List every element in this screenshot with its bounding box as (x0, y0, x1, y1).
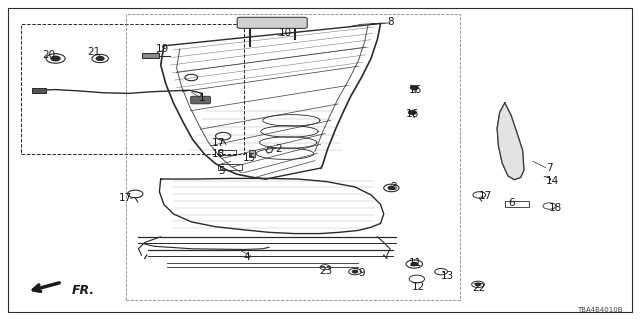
Text: 2: 2 (275, 144, 282, 154)
FancyBboxPatch shape (191, 96, 211, 104)
Text: 12: 12 (412, 282, 426, 292)
Circle shape (51, 56, 60, 61)
Text: 7: 7 (546, 163, 553, 173)
Text: 20: 20 (43, 50, 56, 60)
Text: 23: 23 (320, 266, 333, 276)
Bar (20, 24, 244, 154)
Text: FR.: FR. (72, 284, 95, 297)
Circle shape (410, 86, 418, 90)
Circle shape (97, 57, 104, 60)
Text: 17: 17 (211, 138, 225, 148)
Text: 16: 16 (409, 85, 422, 95)
Circle shape (388, 186, 394, 189)
Text: 4: 4 (243, 252, 250, 262)
Text: 18: 18 (549, 203, 563, 212)
Bar (141, 53, 159, 59)
Text: 21: 21 (87, 47, 100, 57)
Bar (218, 150, 236, 155)
Text: 17: 17 (119, 193, 132, 203)
Bar (218, 164, 243, 170)
Circle shape (408, 110, 416, 114)
Text: 22: 22 (473, 284, 486, 293)
Text: 5: 5 (218, 166, 225, 176)
Text: 11: 11 (409, 258, 422, 268)
Text: TBA4B4010B: TBA4B4010B (577, 307, 623, 313)
Bar (32, 88, 46, 93)
Text: 6: 6 (508, 198, 515, 208)
Text: 3: 3 (390, 182, 397, 192)
Bar (248, 150, 255, 157)
Text: 19: 19 (156, 44, 169, 54)
Text: 1: 1 (199, 93, 205, 103)
Text: 15: 15 (243, 153, 257, 164)
Circle shape (353, 270, 358, 273)
Circle shape (411, 262, 417, 266)
Text: 13: 13 (441, 271, 454, 281)
Text: 8: 8 (387, 17, 394, 27)
Text: 16: 16 (406, 109, 419, 119)
Bar (505, 201, 529, 207)
Text: 17: 17 (479, 191, 492, 202)
Polygon shape (497, 103, 524, 180)
Text: 14: 14 (546, 176, 559, 186)
Text: 10: 10 (278, 28, 291, 38)
Circle shape (476, 283, 481, 286)
Bar (125, 14, 460, 300)
FancyBboxPatch shape (237, 17, 307, 28)
Text: 18: 18 (211, 149, 225, 159)
Text: 9: 9 (358, 268, 365, 278)
